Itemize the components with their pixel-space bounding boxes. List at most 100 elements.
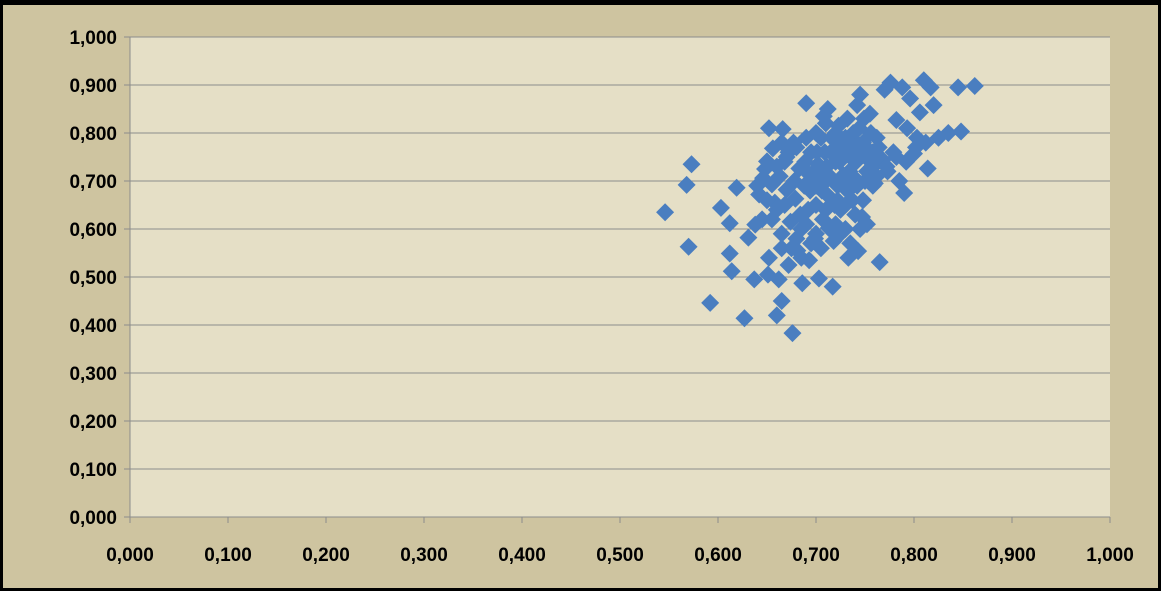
- data-point: [818, 100, 837, 118]
- y-tick-label: 0,900: [69, 76, 117, 97]
- data-point: [828, 191, 847, 210]
- data-point: [823, 277, 842, 296]
- data-point: [682, 155, 701, 174]
- data-point: [758, 191, 776, 210]
- y-tick-label: 0,300: [69, 364, 117, 385]
- data-point: [720, 244, 739, 263]
- data-point: [785, 172, 804, 190]
- data-point: [893, 78, 912, 97]
- data-point: [910, 103, 929, 122]
- x-tick-label: 0,200: [302, 545, 350, 566]
- data-point: [767, 306, 786, 325]
- data-point: [952, 122, 971, 141]
- data-point: [809, 269, 828, 288]
- y-tick-label: 0,200: [69, 412, 117, 433]
- data-point: [777, 148, 796, 166]
- data-point: [767, 200, 786, 219]
- data-point: [656, 203, 675, 222]
- data-point: [769, 270, 788, 289]
- data-point: [748, 176, 767, 195]
- data-point: [877, 157, 896, 176]
- data-point: [838, 109, 857, 128]
- data-point: [851, 220, 870, 238]
- data-point: [965, 76, 984, 95]
- y-tick-label: 1,000: [69, 28, 117, 49]
- data-point: [816, 200, 835, 219]
- data-point: [772, 133, 791, 152]
- data-point: [735, 309, 754, 328]
- data-point: [772, 292, 791, 310]
- x-tick-label: 0,400: [498, 545, 546, 566]
- data-point: [824, 172, 843, 190]
- data-point: [727, 178, 746, 197]
- data-point: [782, 239, 801, 258]
- data-point: [720, 214, 739, 233]
- data-point: [855, 109, 874, 128]
- y-tick-label: 0,600: [69, 220, 117, 241]
- data-point: [711, 198, 730, 217]
- data-point: [897, 152, 916, 171]
- y-tick-label: 0,700: [69, 172, 117, 193]
- data-point: [918, 159, 937, 178]
- data-point: [870, 253, 889, 272]
- data-point: [797, 94, 816, 113]
- x-tick-label: 1,000: [1086, 545, 1134, 566]
- data-point: [895, 184, 914, 202]
- y-tick-label: 0,100: [69, 460, 117, 481]
- data-point: [759, 248, 778, 267]
- y-tick-label: 0,000: [69, 508, 117, 529]
- y-tick-label: 0,800: [69, 124, 117, 145]
- data-point: [753, 210, 772, 229]
- x-tick-label: 0,000: [106, 545, 154, 566]
- data-point: [939, 124, 958, 142]
- data-point: [759, 119, 778, 138]
- data-point: [793, 274, 812, 293]
- data-point: [722, 262, 741, 281]
- data-point: [677, 175, 696, 194]
- data-point: [773, 120, 792, 139]
- data-point: [787, 138, 806, 157]
- data-point: [792, 248, 811, 267]
- data-point: [854, 191, 873, 210]
- data-point: [797, 215, 816, 234]
- data-point: [906, 138, 925, 157]
- x-tick-label: 0,500: [596, 545, 644, 566]
- data-point: [863, 176, 882, 195]
- data-point: [767, 157, 786, 176]
- x-tick-label: 0,800: [890, 545, 938, 566]
- x-tick-label: 0,900: [988, 545, 1036, 566]
- y-tick-label: 0,400: [69, 316, 117, 337]
- data-point: [783, 324, 802, 343]
- data-point: [772, 239, 791, 258]
- data-point: [901, 89, 920, 108]
- data-point: [807, 176, 825, 195]
- data-point: [816, 114, 835, 133]
- data-point: [739, 228, 758, 247]
- y-tick-labels: 0,000 0,100 0,200 0,300 0,400 0,500 0,600 0,700…: [69, 28, 117, 529]
- data-point: [949, 78, 968, 97]
- data-point: [814, 162, 833, 181]
- x-tick-labels: 0,000 0,100 0,200 0,300 0,400 0,500 0,600 0,700…: [106, 545, 1134, 566]
- data-point: [797, 128, 816, 147]
- data-point: [802, 234, 821, 253]
- data-point: [846, 205, 865, 224]
- data-point: [921, 78, 940, 97]
- data-point: [772, 224, 791, 243]
- x-tick-label: 0,600: [694, 545, 742, 566]
- data-points: [656, 71, 984, 343]
- x-tick-label: 0,700: [792, 545, 840, 566]
- data-point: [679, 237, 698, 256]
- data-point: [821, 220, 840, 238]
- data-point: [701, 293, 720, 312]
- data-point: [745, 270, 764, 289]
- data-point: [836, 128, 855, 147]
- data-point: [800, 251, 819, 270]
- data-point: [924, 96, 943, 115]
- axes: [124, 36, 1111, 523]
- data-point: [797, 162, 816, 181]
- data-point: [861, 124, 880, 142]
- data-point: [898, 119, 917, 138]
- data-point: [869, 138, 888, 157]
